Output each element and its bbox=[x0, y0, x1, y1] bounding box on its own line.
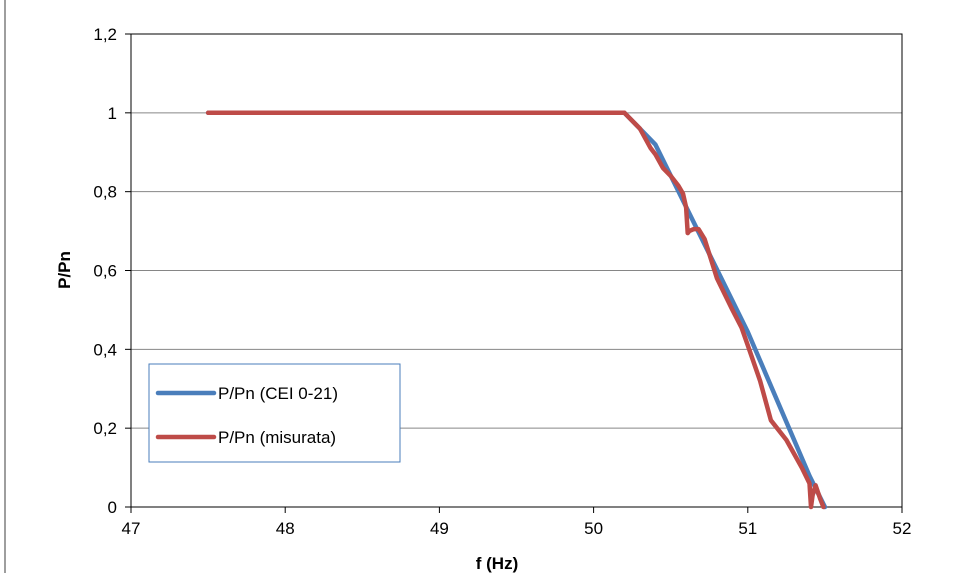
x-axis-title: f (Hz) bbox=[476, 554, 518, 573]
x-tick-label: 48 bbox=[276, 519, 295, 538]
legend-box bbox=[148, 363, 401, 463]
y-tick-label: 0,4 bbox=[93, 340, 117, 359]
y-tick-label: 0,2 bbox=[93, 419, 117, 438]
legend-label-cei: P/Pn (CEI 0-21) bbox=[218, 384, 338, 403]
x-tick-labels: 47 48 49 50 51 52 bbox=[122, 507, 912, 538]
x-tick-label: 50 bbox=[584, 519, 603, 538]
y-tick-label: 0,6 bbox=[93, 262, 117, 281]
x-tick-label: 51 bbox=[738, 519, 757, 538]
series-line-1 bbox=[205, 110, 826, 510]
y-tick-labels: 0 0,2 0,4 0,6 0,8 1 1,2 bbox=[93, 25, 131, 517]
series-lines bbox=[205, 110, 828, 510]
x-tick-label: 52 bbox=[893, 519, 912, 538]
y-tick-label: 1,2 bbox=[93, 25, 117, 44]
y-tick-label: 1 bbox=[108, 104, 117, 123]
y-tick-label: 0 bbox=[108, 498, 117, 517]
y-axis-title: P/Pn bbox=[55, 251, 74, 289]
legend: P/Pn (CEI 0-21) P/Pn (misurata) bbox=[148, 363, 401, 463]
y-tick-label: 0,8 bbox=[93, 183, 117, 202]
x-tick-label: 47 bbox=[122, 519, 141, 538]
legend-label-misurata: P/Pn (misurata) bbox=[218, 428, 336, 447]
x-tick-label: 49 bbox=[430, 519, 449, 538]
